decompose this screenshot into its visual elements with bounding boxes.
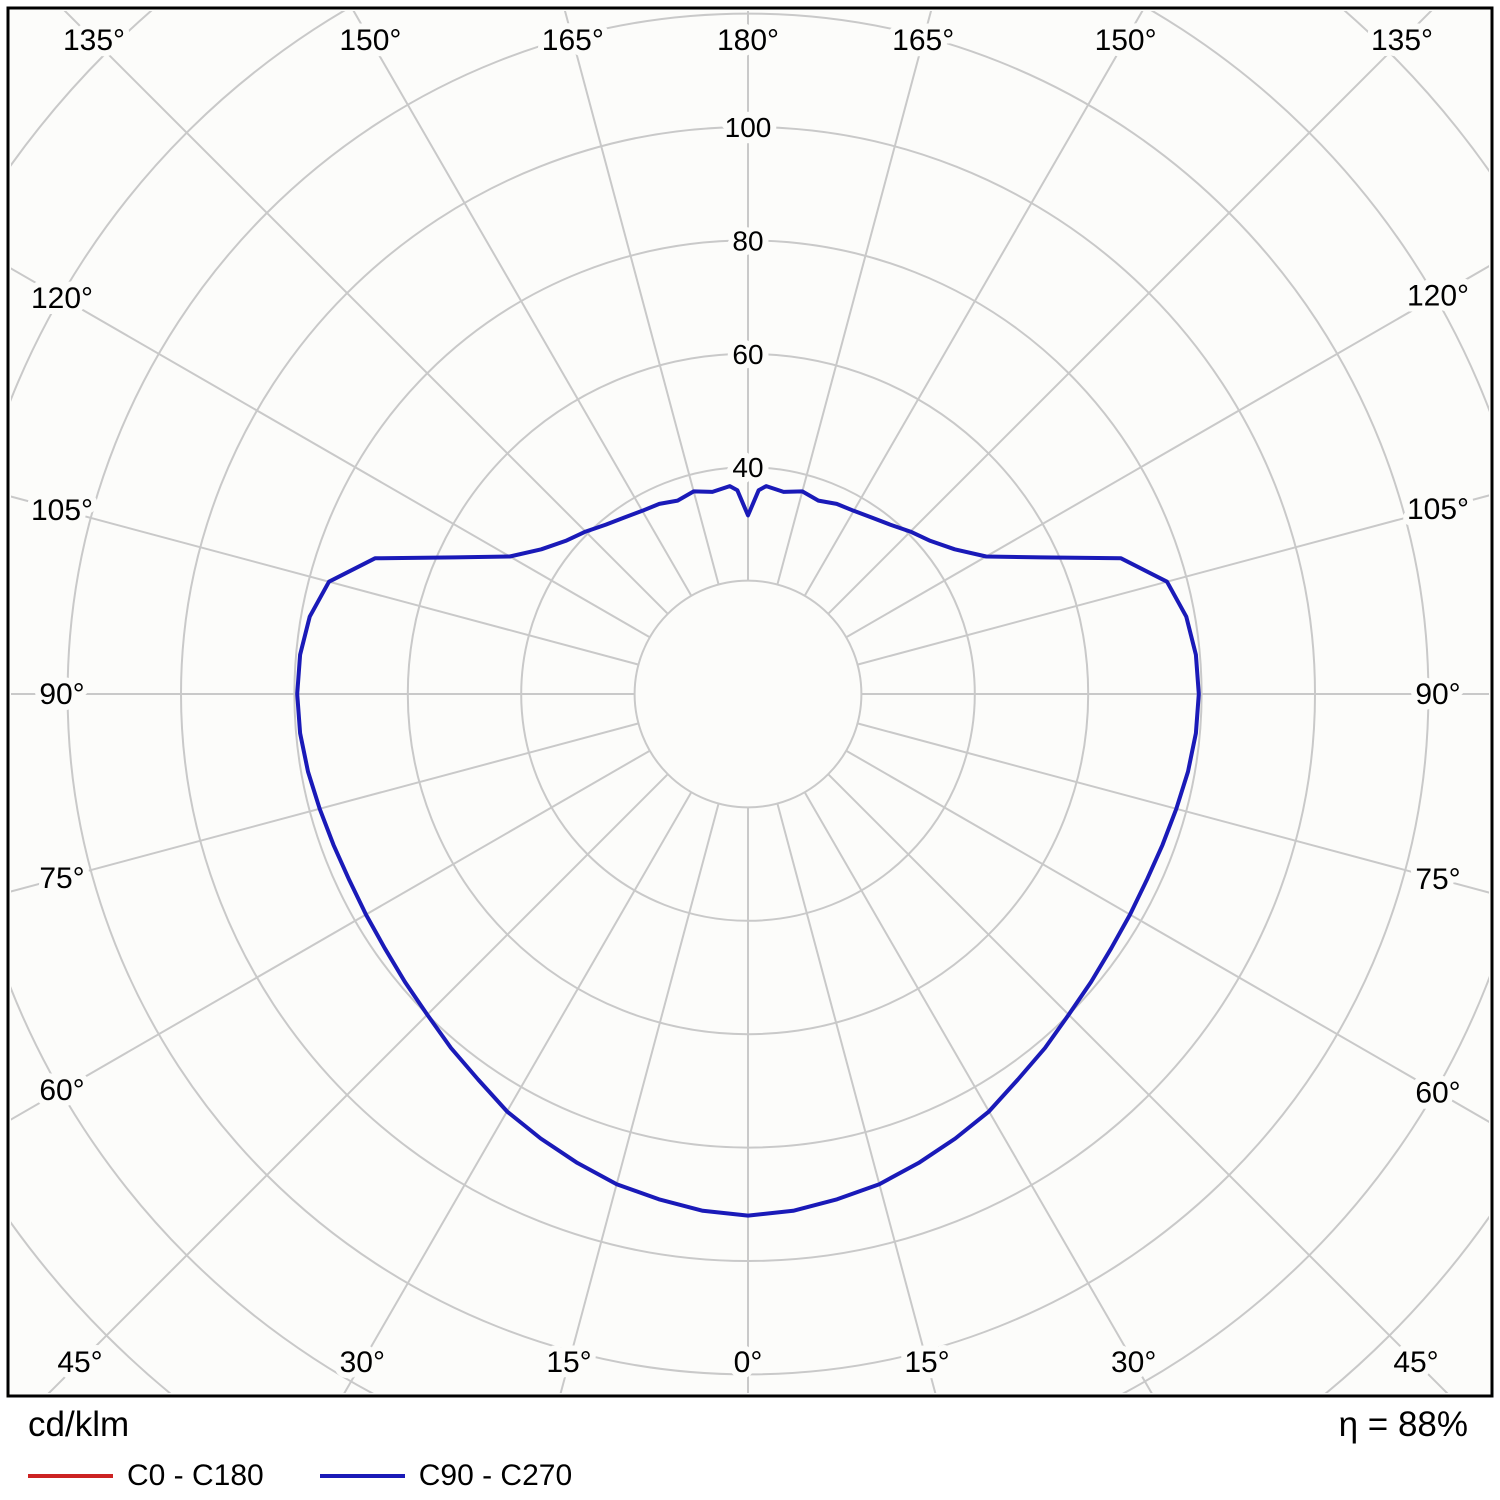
angle-label: 30° [340, 1346, 385, 1379]
angle-label: 150° [1095, 24, 1157, 57]
polar-grid-spoke [47, 773, 669, 1393]
angle-label: 165° [892, 24, 954, 57]
radial-tick-label: 100 [725, 112, 772, 143]
angle-label: 150° [339, 24, 401, 57]
angle-label: 105° [1407, 493, 1469, 526]
polar-grid-spoke [857, 494, 1489, 666]
angle-label: 0° [734, 1346, 763, 1379]
legend-swatch-c0-c180 [28, 1473, 113, 1478]
polar-grid-spoke [827, 11, 1433, 615]
angle-label: 45° [57, 1346, 102, 1379]
legend-item-c0-c180: C0 - C180 [28, 1459, 264, 1493]
polar-grid-spoke [63, 11, 669, 615]
legend: C0 - C180 C90 - C270 [0, 1445, 1500, 1493]
angle-label: 120° [1407, 280, 1469, 313]
angle-label: 15° [546, 1346, 591, 1379]
angle-label: 15° [904, 1346, 949, 1379]
polar-grid-spoke [803, 11, 1144, 597]
angle-label: 90° [39, 678, 84, 711]
legend-label-c0-c180: C0 - C180 [127, 1458, 264, 1492]
polar-grid-spoke [11, 749, 651, 1121]
polar-grid-spoke [845, 749, 1489, 1123]
efficiency-label: η = 88% [1338, 1405, 1468, 1444]
polar-grid-spoke [776, 11, 933, 585]
angle-label: 90° [1415, 678, 1460, 711]
polar-grid-spoke [352, 11, 693, 597]
footer-top-row: cd/klm η = 88% [0, 1398, 1500, 1445]
radial-tick-label: 40 [732, 452, 763, 483]
polar-grid-spoke [827, 773, 1449, 1393]
radial-tick-label: 60 [732, 339, 763, 370]
legend-item-c90-c270: C90 - C270 [319, 1458, 573, 1493]
angle-label: 135° [63, 24, 125, 57]
polar-grid-spoke [845, 265, 1489, 639]
angle-label: 165° [542, 24, 604, 57]
angle-label: 45° [1393, 1346, 1438, 1379]
angle-label: 135° [1371, 24, 1433, 57]
angle-label: 75° [39, 862, 84, 895]
polar-grid-spoke [559, 803, 720, 1393]
angle-label: 60° [1415, 1076, 1460, 1109]
polar-grid-spoke [343, 791, 693, 1393]
polar-grid-spoke [11, 722, 639, 893]
polar-grid-spoke [776, 803, 937, 1393]
legend-label-c90-c270: C90 - C270 [418, 1458, 573, 1492]
angle-label: 75° [1415, 863, 1460, 896]
polar-grid-spoke [803, 791, 1153, 1393]
angle-label: 120° [31, 282, 93, 315]
plot-background [8, 8, 1492, 1396]
plot-area: 40 60 80 100 0° 15° 15° 30° 30° 45° 45° 60° 60° 75° 75… [11, 11, 1489, 1393]
units-label: cd/klm [28, 1405, 130, 1444]
footer: cd/klm η = 88% C0 - C180 C90 - C270 [0, 1398, 1500, 1500]
polar-plot: 40 60 80 100 0° 15° 15° 30° 30° 45° 45° 60° 60° 75° 75… [6, 6, 1494, 1398]
angle-label: 105° [31, 494, 93, 527]
polar-grid-spoke [11, 495, 639, 666]
legend-swatch-c90-c270 [319, 1473, 405, 1478]
polar-grid-spoke [11, 267, 651, 639]
angle-label: 30° [1111, 1346, 1156, 1379]
angle-label: 180° [717, 24, 779, 57]
intensity-curve-1 [295, 484, 1201, 1218]
polar-grid-spoke [563, 11, 720, 585]
angle-label: 60° [39, 1074, 84, 1107]
radial-tick-label: 80 [732, 225, 763, 256]
plot-border [6, 6, 1494, 1398]
polar-grid-spoke [857, 722, 1489, 894]
